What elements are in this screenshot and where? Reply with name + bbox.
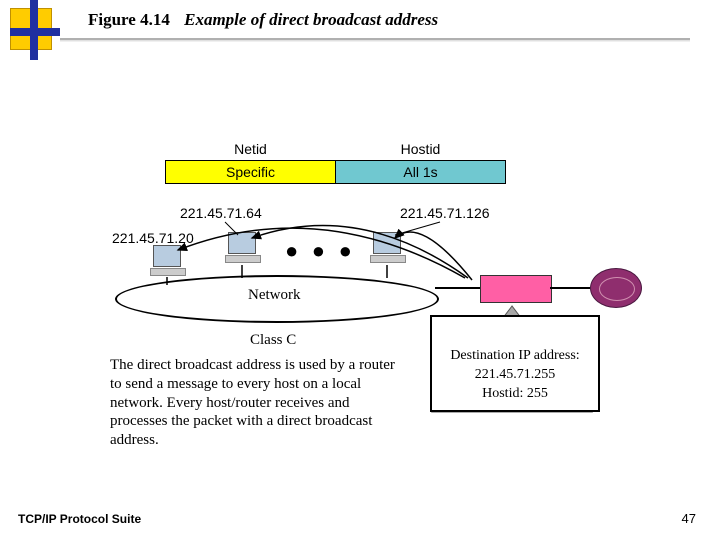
netid-cell: Specific [166,161,336,184]
accent-bar-v [30,0,38,60]
address-table: Netid Hostid Specific All 1s [165,138,506,184]
computer-icon [370,232,404,262]
ip-far-left: 221.45.71.20 [112,230,194,246]
hostid-cell: All 1s [336,161,506,184]
description-text: The direct broadcast address is used by … [110,356,395,450]
computer-icon [150,245,184,275]
figure-title: Figure 4.14 Example of direct broadcast … [88,10,438,30]
netid-header: Netid [166,138,336,161]
figure-subtitle: Example of direct broadcast address [184,10,438,29]
computer-icon [225,232,259,262]
ip-right: 221.45.71.126 [400,205,490,221]
slide-header: Figure 4.14 Example of direct broadcast … [0,0,720,60]
packet-line3: Hostid: 255 [436,385,594,404]
diagram-area: Netid Hostid Specific All 1s 221.45.71.6… [0,60,720,510]
packet-line1: Destination IP address: [436,347,594,366]
link-line [435,287,480,289]
ip-left: 221.45.71.64 [180,205,262,221]
router-icon [480,275,552,303]
ellipsis-icon: ● ● ● [285,238,356,264]
title-rule [60,38,690,41]
class-label: Class C [250,332,296,349]
page-number: 47 [682,511,696,526]
footer-left: TCP/IP Protocol Suite [18,512,141,526]
internet-cloud-icon [590,268,642,308]
network-label: Network [248,287,301,304]
hostid-header: Hostid [336,138,506,161]
packet-box: Destination IP address: 221.45.71.255 Ho… [430,315,600,412]
packet-line2: 221.45.71.255 [436,366,594,385]
link-line [550,287,590,289]
figure-number: Figure 4.14 [88,10,170,29]
